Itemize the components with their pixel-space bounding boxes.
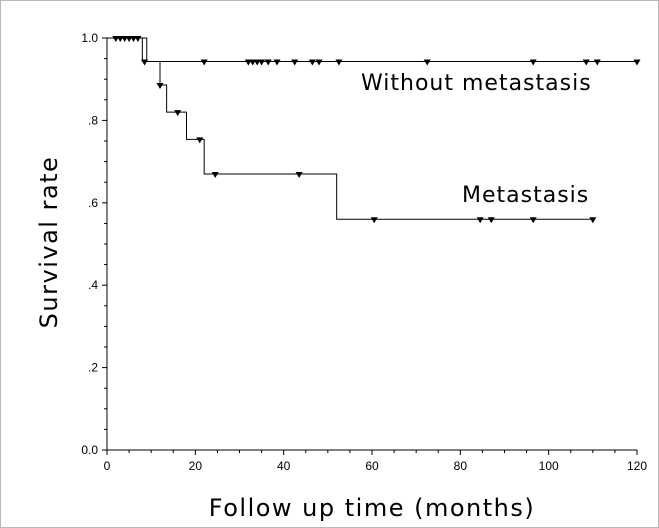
censor-marker — [633, 59, 641, 66]
series-layer — [107, 36, 641, 224]
y-tick-label: 0.0 — [81, 443, 98, 457]
x-tick-label: 100 — [539, 459, 559, 473]
y-tick-label: .6 — [88, 196, 98, 210]
x-tick-label: 40 — [277, 459, 291, 473]
series-without-metastasis — [107, 36, 641, 66]
censor-marker — [134, 36, 142, 42]
censor-marker — [264, 59, 272, 66]
censor-marker — [529, 59, 537, 66]
censor-marker — [529, 217, 537, 224]
x-tick-label: 120 — [627, 459, 647, 473]
censor-marker — [200, 59, 208, 66]
y-tick-label: .2 — [88, 361, 98, 375]
censor-marker — [423, 59, 431, 66]
censor-marker — [476, 217, 484, 224]
x-tick-label: 20 — [189, 459, 203, 473]
censor-marker — [335, 59, 343, 66]
censor-marker — [370, 217, 378, 224]
censor-marker — [244, 59, 252, 66]
x-tick-label: 0 — [104, 459, 111, 473]
censor-marker — [253, 59, 261, 66]
censor-marker — [249, 59, 257, 66]
y-tick-label: .8 — [88, 113, 98, 127]
censor-marker — [291, 59, 299, 66]
censor-marker — [487, 217, 495, 224]
axis-ticks: 0 20 40 60 80 100 120 0.0 .2 .4 .6 .8 1.0 — [81, 31, 647, 473]
censor-marker — [196, 137, 204, 144]
censor-marker — [315, 59, 323, 66]
x-tick-label: 60 — [365, 459, 379, 473]
censor-marker — [211, 171, 219, 178]
censor-marker — [258, 59, 266, 66]
y-tick-label: 1.0 — [81, 31, 98, 45]
survival-step-line — [107, 37, 637, 62]
censor-marker — [308, 59, 316, 66]
series-metastasis — [107, 37, 597, 224]
y-axis-title: Survival rate — [35, 156, 63, 329]
censor-marker — [582, 59, 590, 66]
y-tick-label: .4 — [88, 278, 98, 292]
censor-marker — [273, 59, 281, 66]
censor-marker — [589, 217, 597, 224]
series-label-metastasis: Metastasis — [462, 183, 589, 208]
censor-marker — [295, 171, 303, 178]
censor-marker — [593, 59, 601, 66]
censor-marker — [156, 82, 164, 89]
series-label-without-metastasis: Without metastasis — [361, 71, 592, 96]
censor-marker — [174, 110, 182, 117]
x-axis-title: Follow up time (months) — [209, 494, 535, 522]
x-tick-label: 80 — [454, 459, 468, 473]
